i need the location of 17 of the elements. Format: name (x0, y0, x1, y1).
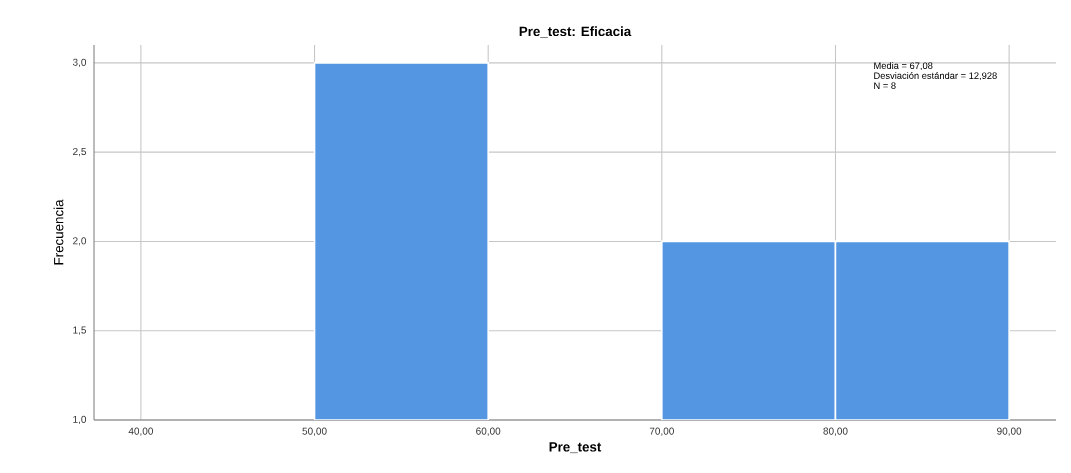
annotation: N = 8 (874, 82, 896, 89)
y-axis-title: Frecuencia (53, 199, 64, 265)
x-tick-label: 70,00 (649, 427, 674, 436)
annotation: Media = 67,08 (874, 62, 933, 71)
x-tick-label: 40,00 (128, 427, 154, 436)
y-tick-label: 1,0 (73, 415, 87, 425)
y-tick-label: 3,0 (72, 58, 87, 67)
x-tick-label: 90,00 (997, 427, 1022, 436)
x-axis-title: Pre_test (549, 442, 602, 454)
x-tick-label: 60,00 (476, 427, 501, 436)
y-tick-label: 2,5 (73, 148, 87, 157)
y-tick-label: 2,0 (73, 237, 87, 246)
chart-title: Pre_test: Eficacia (519, 26, 632, 38)
x-tick-label: 80,00 (823, 427, 848, 436)
annotation: Desviación estándar = 12,928 (874, 72, 997, 81)
y-tick-label: 1,5 (73, 326, 87, 335)
x-tick-label: 50,00 (302, 427, 327, 436)
